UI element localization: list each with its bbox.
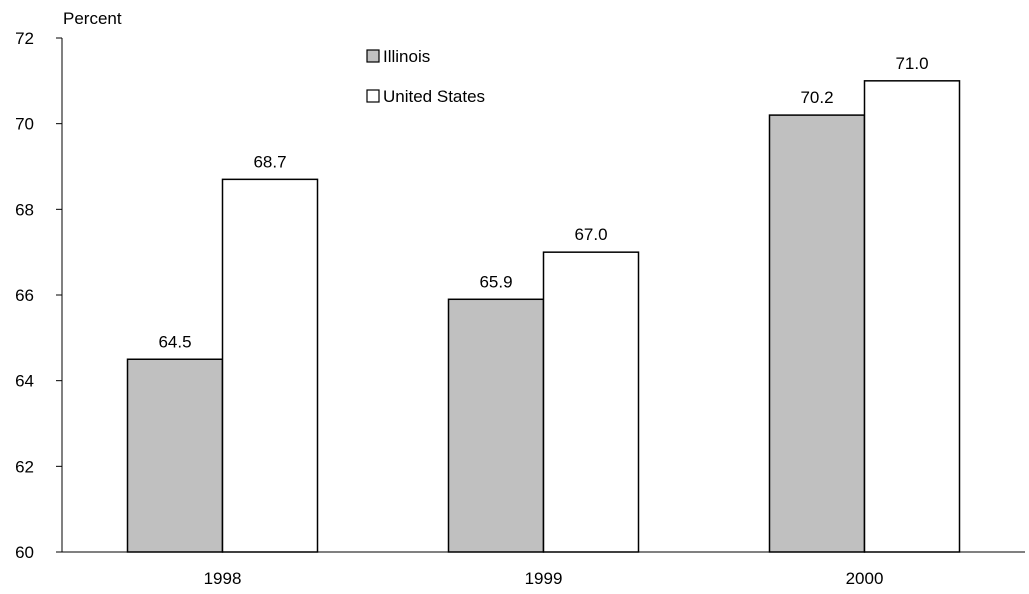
bar-illinois-1999 xyxy=(447,298,545,553)
x-tick-label: 2000 xyxy=(846,569,884,588)
plot-area: 60 62 64 66 68 70 72 64.5 68.7 1998 65.9 67.0 1999 70… xyxy=(15,29,1025,588)
y-axis-label: Percent xyxy=(63,9,122,28)
legend-swatch-illinois xyxy=(366,49,380,63)
legend-label: Illinois xyxy=(383,47,430,66)
bar-united-states-1998 xyxy=(221,178,319,553)
y-tick-label: 62 xyxy=(15,457,34,476)
y-tick-label: 70 xyxy=(15,115,34,134)
bar-illinois-2000 xyxy=(768,114,866,553)
legend-swatch-united-states xyxy=(366,89,380,103)
data-label: 71.0 xyxy=(895,54,928,73)
data-label: 64.5 xyxy=(158,332,191,351)
bar-united-states-1999 xyxy=(542,251,640,553)
y-tick-label: 72 xyxy=(15,29,34,48)
y-tick-label: 66 xyxy=(15,286,34,305)
y-tick-label: 60 xyxy=(15,543,34,562)
data-label: 70.2 xyxy=(800,88,833,107)
y-tick-label: 64 xyxy=(15,372,34,391)
y-tick-label: 68 xyxy=(15,200,34,219)
legend-label: United States xyxy=(383,87,485,106)
bar-united-states-2000 xyxy=(863,80,961,553)
data-label: 67.0 xyxy=(574,225,607,244)
data-label: 65.9 xyxy=(479,272,512,291)
data-label: 68.7 xyxy=(253,152,286,171)
legend: Illinois United States xyxy=(366,47,485,106)
x-tick-label: 1999 xyxy=(525,569,563,588)
x-tick-label: 1998 xyxy=(204,569,242,588)
bar-illinois-1998 xyxy=(126,358,224,553)
